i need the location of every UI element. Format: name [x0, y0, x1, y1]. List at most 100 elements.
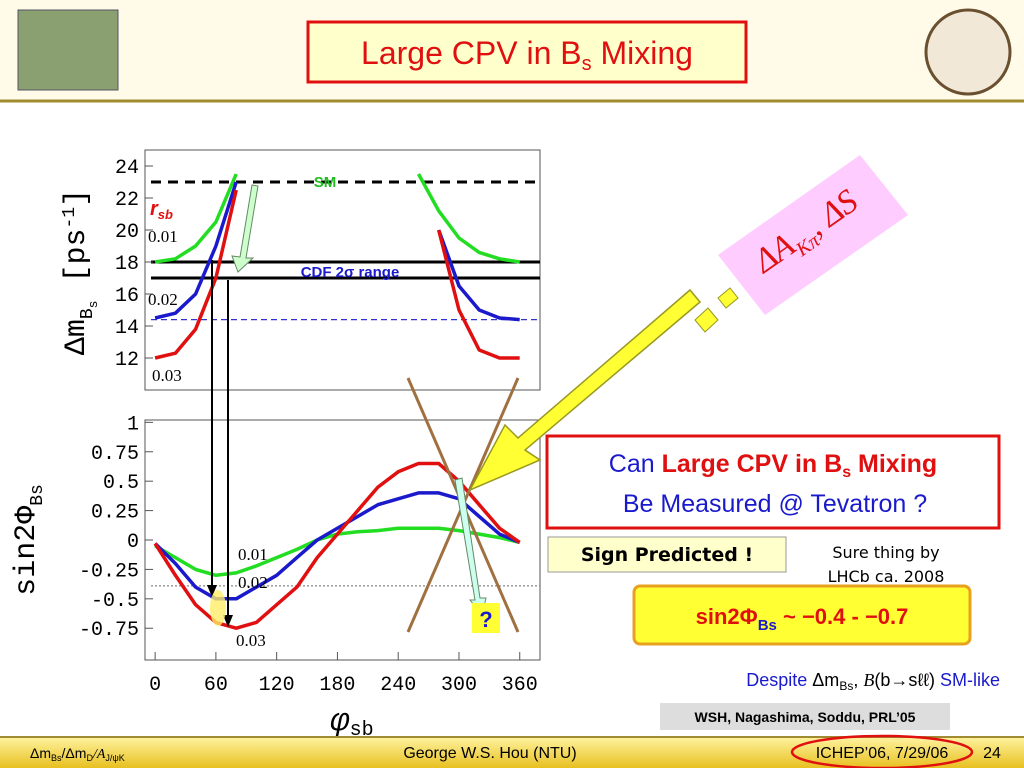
question: Can Large CPV in Bs Mixing	[609, 450, 937, 481]
xl: φ	[330, 703, 349, 740]
curve	[154, 181, 520, 322]
sure: Sure thing by	[832, 543, 939, 562]
x-tick-label: 120	[259, 674, 295, 697]
y-axis-label: ΔmBs [ps-1]	[60, 189, 101, 355]
x-tick-label: 360	[502, 674, 538, 697]
title-box	[306, 20, 748, 84]
sign: Sign Predicted !	[581, 544, 753, 566]
y-tick-label: -0.5	[91, 590, 139, 613]
y-tick-label: 16	[115, 285, 139, 308]
d-c: ,	[853, 670, 863, 690]
footer-left: ΔmBs/ΔmD/AJ/ψK	[30, 745, 125, 763]
d-a: Despite	[746, 670, 812, 690]
rsb-value: 0.03	[152, 366, 182, 385]
question-box	[545, 434, 1001, 530]
yl-rest: [ps	[60, 228, 94, 300]
despite: Despite ΔmBs, B(b→sℓℓ) SM-like	[746, 670, 1000, 693]
f-b: /Δm	[62, 745, 87, 761]
dash	[694, 307, 719, 333]
sm-label: SM	[314, 174, 337, 191]
yl-sub: B	[78, 308, 98, 319]
y-tick-label: 0	[127, 531, 139, 554]
y-tick-label: 22	[115, 189, 139, 212]
d-bsub: Bs	[839, 679, 853, 693]
y-tick-label: 0.5	[103, 472, 139, 495]
sure: LHCb ca. 2008	[828, 567, 945, 586]
y-tick-label: 20	[115, 221, 139, 244]
curve	[154, 173, 520, 264]
x-tick-label: 60	[204, 674, 228, 697]
page-number: 24	[983, 745, 1001, 762]
d-f: SM-like	[935, 670, 1000, 690]
d-e: (b→sℓℓ)	[874, 670, 935, 690]
rsb-value: 0.03	[236, 631, 266, 650]
f-asub: Bs	[51, 753, 62, 763]
q-can: Can	[609, 450, 662, 478]
r-rest: ~ −0.4 - −0.7	[777, 604, 908, 629]
y-tick-label: 14	[115, 317, 139, 340]
rsb-value: 0.02	[148, 290, 178, 309]
y-tick-label: 12	[115, 349, 139, 372]
yl-sup: -1	[60, 207, 80, 229]
rsb-label: rsb	[150, 198, 173, 222]
range-box	[632, 584, 972, 646]
title-text: Large CPV in B	[361, 35, 582, 71]
rsb-value: 0.01	[148, 227, 178, 246]
title-rest: Mixing	[592, 35, 693, 71]
sign-box	[547, 536, 787, 573]
ref: WSH, Nagashima, Soddu, PRL’05	[695, 709, 916, 725]
x-tick-label: 180	[319, 674, 355, 697]
title: Large CPV in Bs Mixing	[361, 35, 693, 75]
f-bsub: D	[86, 753, 93, 763]
plot-area	[151, 173, 540, 360]
akpi-band	[718, 155, 908, 315]
question-line2: Be Measured @ Tevatron ?	[623, 490, 927, 518]
qmark: ?	[479, 607, 492, 632]
y-tick-label: 18	[115, 253, 139, 276]
rsb-value: 0.01	[238, 545, 268, 564]
highlight	[210, 590, 226, 626]
green-arrow	[231, 184, 259, 273]
x-tick-label: 240	[380, 674, 416, 697]
range: sin2ΦBs ~ −0.4 - −0.7	[696, 604, 909, 634]
d-d: B	[863, 670, 874, 690]
r-sub: Bs	[758, 617, 777, 634]
title-sub: s	[582, 53, 592, 75]
dash	[717, 287, 739, 309]
y-tick-label: -0.75	[79, 619, 139, 642]
plot-frame	[144, 149, 541, 391]
yl: Δm	[60, 319, 94, 355]
arrowhead	[223, 615, 233, 627]
logo-right	[924, 8, 1012, 96]
r-sub: sb	[158, 207, 173, 222]
y-tick-label: 0.25	[91, 502, 139, 525]
rsb-value: 0.02	[238, 573, 268, 592]
q-bold: Large CPV in B	[662, 450, 843, 478]
logo-left	[17, 9, 119, 91]
curve	[154, 189, 520, 360]
yl: sin2Φ	[10, 506, 44, 596]
arrowhead	[207, 585, 217, 597]
yl-sub: Bs	[28, 484, 48, 506]
r: r	[150, 198, 159, 220]
footer-band	[0, 737, 1024, 768]
q-sub: s	[842, 464, 851, 481]
footer-circle	[790, 734, 974, 768]
yl-subsub: s	[86, 301, 101, 309]
y-tick-label: 24	[115, 157, 139, 180]
x-tick-label: 300	[441, 674, 477, 697]
footer-right: ICHEP’06, 7/29/06	[816, 745, 949, 762]
ref-box	[660, 703, 950, 730]
r-main: sin2Φ	[696, 604, 758, 629]
y-tick-label: -0.25	[79, 560, 139, 583]
qmark-box	[472, 603, 500, 633]
f-csub: J/ψK	[105, 753, 124, 763]
y-tick-label: 0.75	[91, 443, 139, 466]
yellow-arrow	[468, 288, 702, 492]
f-c: /A	[92, 747, 106, 762]
cdf-label: CDF 2σ range	[301, 264, 400, 281]
f-a: Δm	[30, 745, 51, 761]
y-axis-label: sin2ΦBs	[10, 484, 48, 596]
d-b: Δm	[812, 670, 839, 690]
